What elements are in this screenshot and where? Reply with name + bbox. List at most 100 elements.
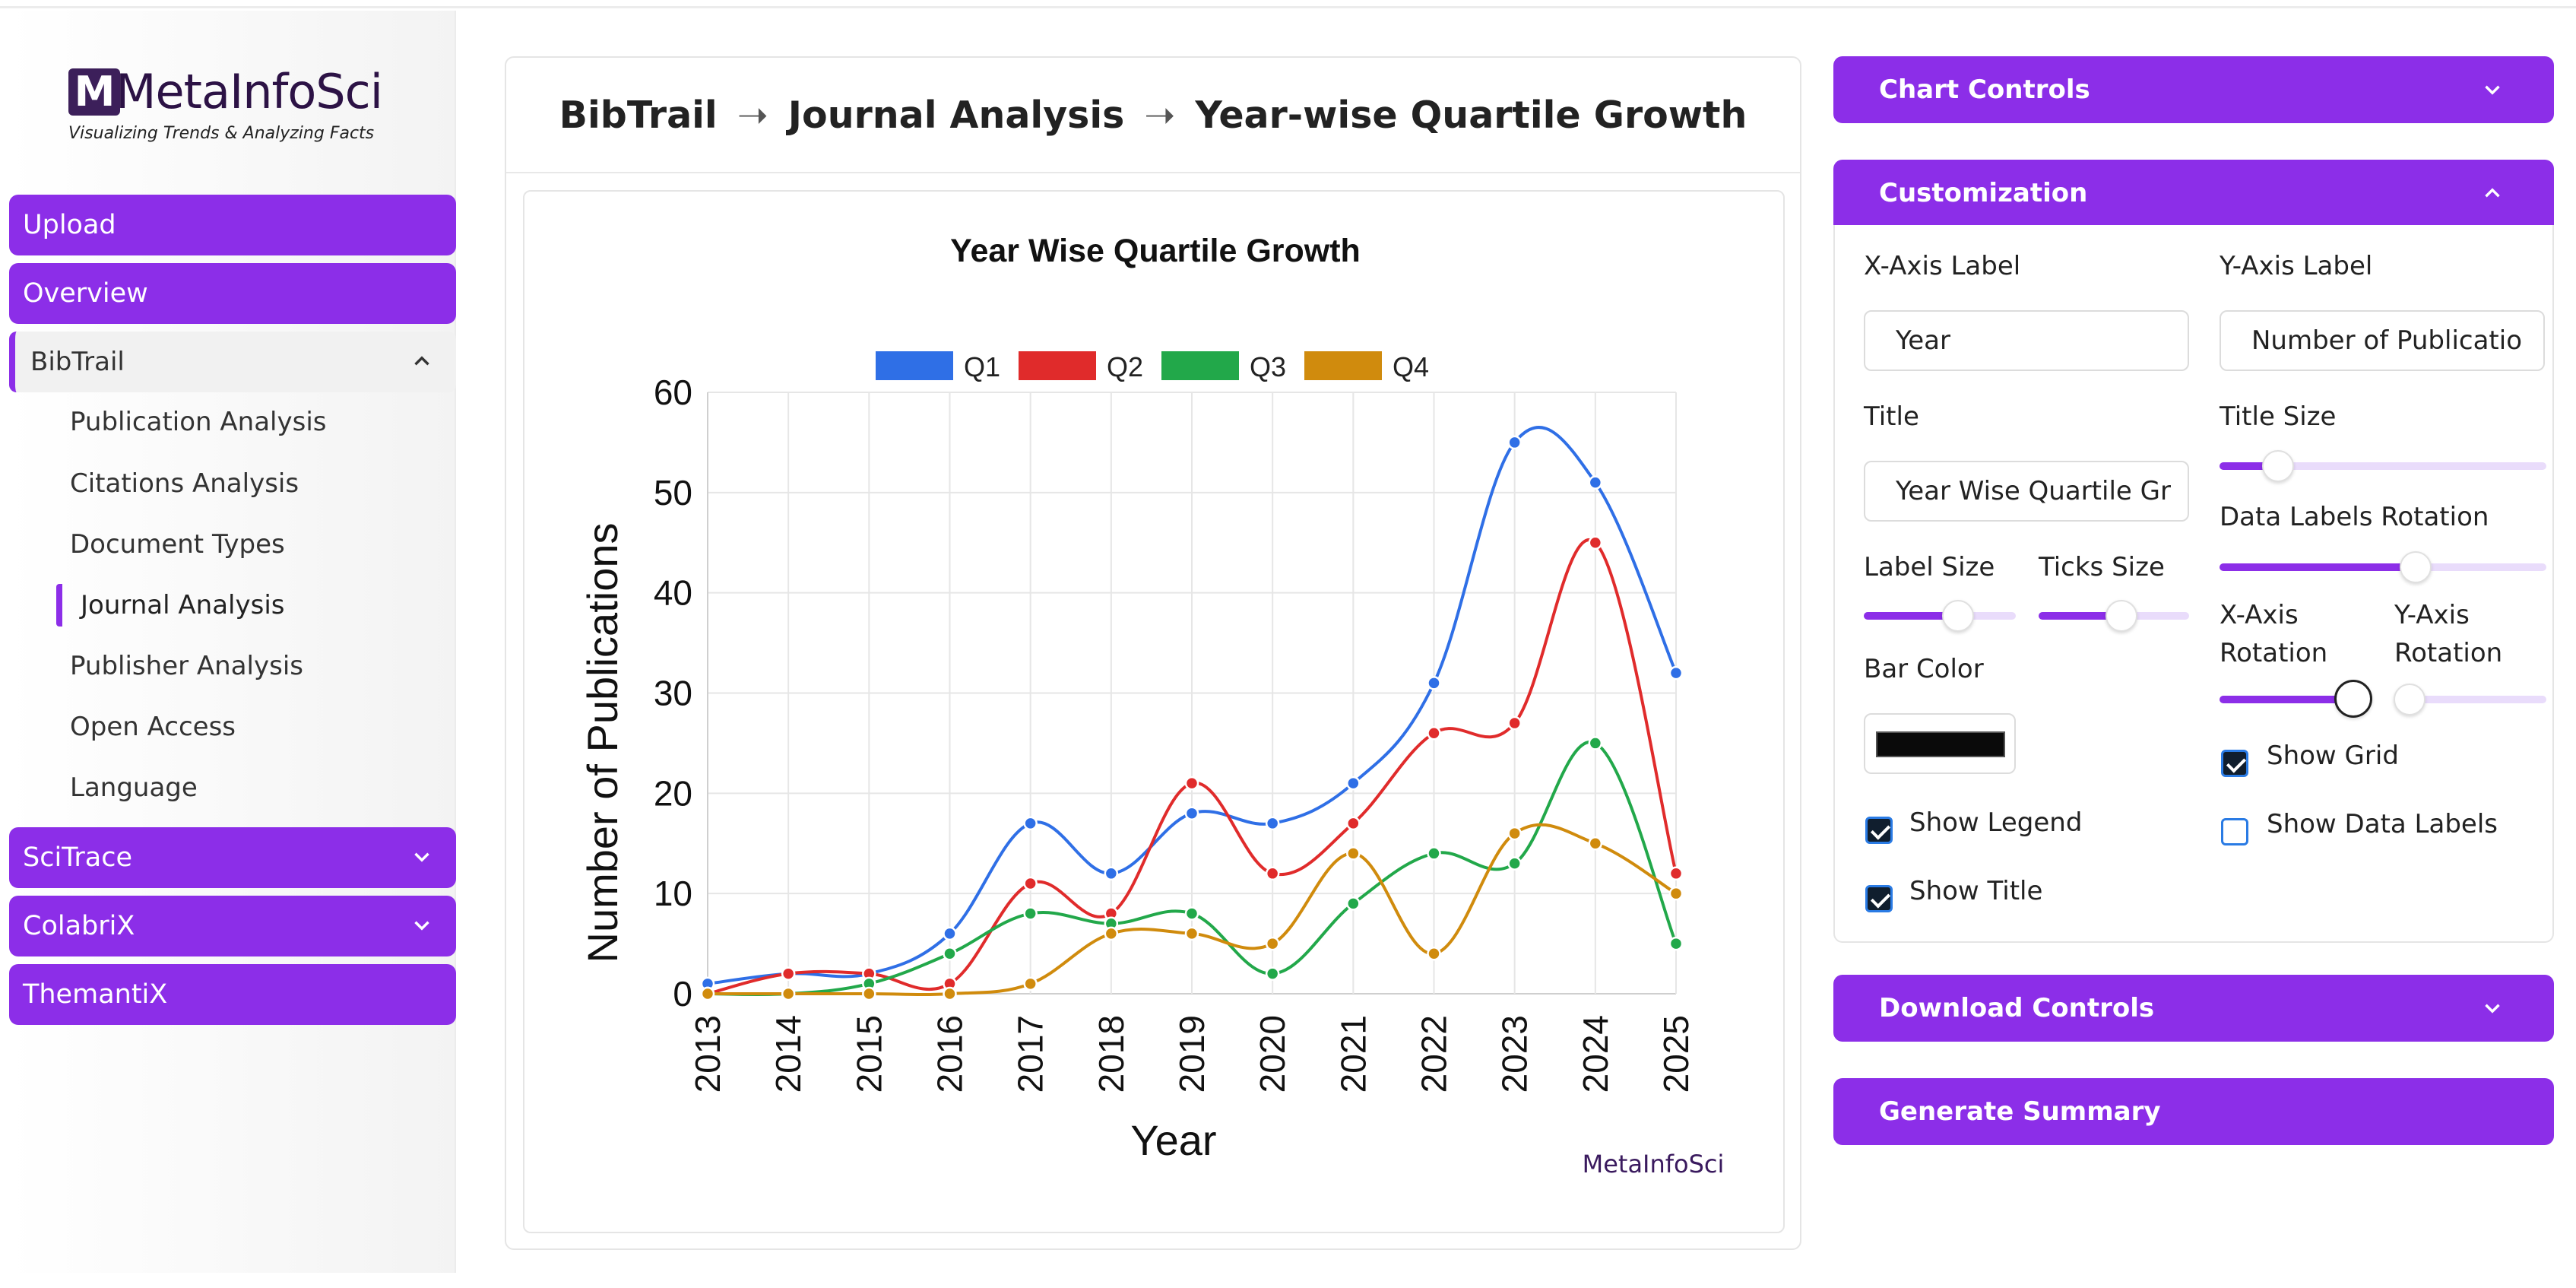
legend-swatch-q3 [1161, 351, 1239, 380]
data-point-q3-2017 [1023, 906, 1038, 921]
x-tick-label: 2019 [1172, 1015, 1212, 1093]
x-tick-label: 2018 [1092, 1015, 1131, 1093]
data-point-q2-2023 [1507, 715, 1522, 731]
xaxis-label-caption: X-Axis Label [1864, 251, 2021, 281]
nav-scitrace-label: SciTrace [23, 842, 133, 873]
legend-swatch-q2 [1019, 351, 1096, 380]
series-line-q3 [707, 740, 1678, 997]
x-tick-label: 2014 [768, 1015, 808, 1093]
data-point-q4-2021 [1346, 846, 1361, 861]
show-legend-label: Show Legend [1909, 807, 2083, 838]
data-point-q4-2015 [862, 986, 876, 1001]
data-point-q3-2025 [1668, 936, 1684, 951]
data-point-q1-2020 [1265, 816, 1280, 831]
chart-title: Year Wise Quartile Growth [950, 233, 1361, 269]
nav-upload[interactable]: Upload [9, 195, 456, 255]
data-point-q1-2023 [1507, 435, 1522, 450]
data-point-q3-2021 [1346, 896, 1361, 911]
data-point-q2-2014 [781, 966, 796, 981]
chart-controls-header[interactable]: Chart Controls [1833, 56, 2554, 123]
data-point-q2-2024 [1588, 535, 1603, 550]
nav-thementix[interactable]: ThemantiX [9, 964, 456, 1025]
ticks-size-slider[interactable] [2039, 600, 2189, 632]
breadcrumb-bibtrail[interactable]: BibTrail [559, 93, 718, 137]
sidebar-item-open-access[interactable]: Open Access [70, 712, 236, 742]
data-point-q2-2020 [1265, 866, 1280, 881]
legend-label-q4: Q4 [1393, 351, 1429, 382]
data-point-q2-2019 [1184, 776, 1199, 791]
title-size-caption: Title Size [2220, 401, 2337, 432]
nav-upload-label: Upload [23, 210, 116, 240]
sidebar-item-publication-analysis[interactable]: Publication Analysis [70, 407, 327, 437]
bar-color-picker[interactable] [1864, 713, 2016, 774]
logo-tagline: Visualizing Trends & Analyzing Facts [68, 124, 375, 143]
data-point-q4-2017 [1023, 976, 1038, 991]
chevron-down-icon [2485, 85, 2500, 95]
main-card: BibTrail ➝ Journal Analysis ➝ Year-wise … [505, 56, 1801, 1250]
series-line-q1 [707, 426, 1678, 985]
data-point-q4-2019 [1184, 926, 1199, 941]
data-labels-rotation-slider[interactable] [2220, 551, 2546, 583]
xaxis-label-input[interactable]: Year [1864, 310, 2189, 371]
bar-color-caption: Bar Color [1864, 654, 1984, 684]
top-divider [0, 6, 2576, 8]
legend-label-q1: Q1 [964, 351, 1000, 382]
data-point-q1-2024 [1588, 475, 1603, 490]
nav-colabrix-label: ColabriX [23, 911, 135, 941]
sidebar-item-document-types[interactable]: Document Types [70, 529, 285, 560]
title-size-slider[interactable] [2220, 450, 2546, 482]
chart-xlabel: Year [1130, 1116, 1216, 1164]
sidebar-item-publisher-analysis[interactable]: Publisher Analysis [70, 651, 303, 681]
yaxis-label-caption: Y-Axis Label [2220, 251, 2373, 281]
sidebar-item-journal-analysis[interactable]: Journal Analysis [56, 584, 284, 627]
xaxis-rotation-caption: X-Axis Rotation [2220, 600, 2328, 668]
y-tick-label: 0 [673, 974, 692, 1014]
x-tick-label: 2020 [1253, 1015, 1292, 1093]
yaxis-rotation-slider[interactable] [2394, 684, 2546, 715]
show-title-checkbox[interactable] [1865, 885, 1893, 912]
data-point-q1-2019 [1184, 806, 1199, 820]
nav-scitrace[interactable]: SciTrace [9, 827, 456, 888]
chart-series [700, 426, 1684, 1001]
customization-label: Customization [1879, 178, 2088, 208]
line-chart: Year Wise Quartile Growth 0 10 20 30 40 50 60 2… [578, 233, 1724, 1179]
label-size-slider[interactable] [1864, 600, 2016, 632]
data-point-q4-2014 [781, 986, 796, 1001]
data-point-q1-2022 [1427, 676, 1441, 690]
xaxis-rotation-slider[interactable] [2220, 680, 2372, 718]
data-point-q1-2017 [1023, 816, 1038, 831]
generate-summary-button[interactable]: Generate Summary [1833, 1078, 2554, 1145]
data-point-q3-2019 [1184, 906, 1199, 921]
data-point-q3-2022 [1427, 846, 1441, 861]
customization-header[interactable]: Customization [1833, 160, 2554, 227]
data-point-q2-2025 [1668, 866, 1684, 881]
yaxis-label-input[interactable]: Number of Publicatio [2220, 310, 2545, 371]
show-data-labels-label: Show Data Labels [2267, 809, 2498, 839]
chart-controls-label: Chart Controls [1879, 75, 2090, 105]
chevron-down-icon [414, 852, 429, 862]
x-tick-label: 2023 [1495, 1015, 1535, 1093]
sidebar-item-citations-analysis[interactable]: Citations Analysis [70, 468, 299, 499]
x-tick-label: 2015 [849, 1015, 889, 1093]
sidebar-item-language[interactable]: Language [70, 772, 198, 803]
nav-bibtrail[interactable]: BibTrail [9, 332, 456, 392]
y-tick-label: 20 [654, 773, 692, 813]
data-point-q2-2022 [1427, 725, 1441, 741]
data-point-q3-2024 [1588, 736, 1603, 750]
show-legend-checkbox[interactable] [1865, 817, 1893, 844]
y-tick-label: 50 [654, 473, 692, 512]
download-controls-label: Download Controls [1879, 993, 2155, 1023]
show-grid-checkbox[interactable] [2221, 750, 2248, 777]
title-input[interactable]: Year Wise Quartile Gr [1864, 461, 2189, 522]
nav-colabrix[interactable]: ColabriX [9, 896, 456, 956]
series-line-q2 [707, 538, 1678, 995]
show-data-labels-checkbox[interactable] [2221, 818, 2248, 845]
legend-label-q2: Q2 [1107, 351, 1143, 382]
chevron-down-icon [414, 921, 429, 931]
data-point-q1-2021 [1346, 776, 1361, 791]
download-controls-header[interactable]: Download Controls [1833, 975, 2554, 1042]
nav-overview[interactable]: Overview [9, 263, 456, 324]
breadcrumb-journal-analysis[interactable]: Journal Analysis [787, 93, 1125, 137]
chevron-up-icon [2485, 188, 2500, 198]
y-tick-label: 40 [654, 573, 692, 613]
